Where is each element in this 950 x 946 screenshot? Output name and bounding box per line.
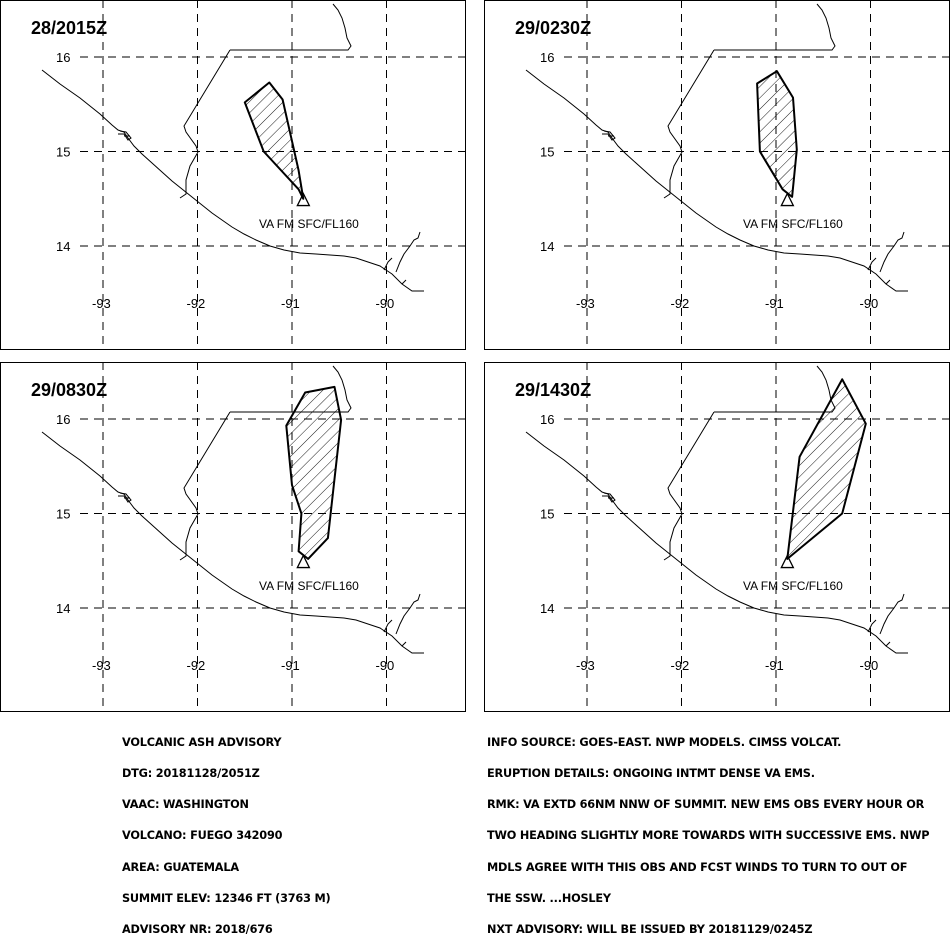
- lat-tick-label: 16: [540, 50, 554, 65]
- map-panel-1: 14 15 16 -93 -92 -91 -90 28/2015Z VA FM SFC/FL16…: [0, 0, 467, 350]
- panel-time-title: 29/1430Z: [515, 380, 591, 400]
- lon-tick-label: -91: [765, 658, 784, 673]
- lon-tick-label: -93: [576, 658, 595, 673]
- map-panel-3: 14 15 16 -93 -92 -91 -90 29/0830Z VA FM SFC/FL16…: [0, 362, 467, 712]
- lat-tick-label: 14: [56, 601, 70, 616]
- lat-tick-label: 15: [56, 145, 70, 160]
- lat-tick-label: 16: [56, 50, 70, 65]
- lat-tick-label: 15: [56, 507, 70, 522]
- info-line: VAAC: WASHINGTON: [122, 800, 331, 810]
- info-line: NXT ADVISORY: WILL BE ISSUED BY 20181129…: [487, 925, 929, 935]
- info-line: AREA: GUATEMALA: [122, 863, 331, 873]
- lat-tick-label: 14: [56, 239, 70, 254]
- lon-tick-label: -92: [671, 658, 690, 673]
- lon-tick-label: -93: [92, 296, 111, 311]
- va-level-label: VA FM SFC/FL160: [743, 217, 843, 231]
- info-line: TWO HEADING SLIGHTLY MORE TOWARDS WITH S…: [487, 831, 929, 841]
- lat-tick-label: 14: [540, 239, 554, 254]
- info-line: RMK: VA EXTD 66NM NNW OF SUMMIT. NEW EMS…: [487, 800, 929, 810]
- lat-tick-label: 14: [540, 601, 554, 616]
- lon-tick-label: -93: [92, 658, 111, 673]
- info-line: INFO SOURCE: GOES-EAST. NWP MODELS. CIMS…: [487, 738, 929, 748]
- panel-time-title: 28/2015Z: [31, 18, 107, 38]
- info-line: SUMMIT ELEV: 12346 FT (3763 M): [122, 894, 331, 904]
- info-line: VOLCANIC ASH ADVISORY: [122, 738, 331, 748]
- info-line: ADVISORY NR: 2018/676: [122, 925, 331, 935]
- info-line: DTG: 20181128/2051Z: [122, 769, 331, 779]
- lon-tick-label: -90: [376, 296, 395, 311]
- lat-tick-label: 15: [540, 507, 554, 522]
- panel-time-title: 29/0830Z: [31, 380, 107, 400]
- advisory-header-block: VOLCANIC ASH ADVISORY DTG: 20181128/2051…: [122, 717, 331, 946]
- map-content: 14 15 16 -93 -92 -91 -90 29/0830Z VA FM SFC/FL16…: [1, 362, 467, 712]
- map-panel-4: 14 15 16 -93 -92 -91 -90 29/1430Z VA FM SFC/FL16…: [484, 362, 950, 712]
- lat-tick-label: 15: [540, 145, 554, 160]
- lat-tick-label: 16: [540, 412, 554, 427]
- lon-tick-label: -92: [671, 296, 690, 311]
- lon-tick-label: -92: [187, 658, 206, 673]
- info-line: THE SSW. ...HOSLEY: [487, 894, 929, 904]
- va-level-label: VA FM SFC/FL160: [743, 579, 843, 593]
- lon-tick-label: -90: [860, 658, 879, 673]
- advisory-remarks-block: INFO SOURCE: GOES-EAST. NWP MODELS. CIMS…: [487, 717, 929, 946]
- map-content: 14 15 16 -93 -92 -91 -90 29/1430Z VA FM SFC/FL16…: [485, 362, 950, 712]
- info-line: VOLCANO: FUEGO 342090: [122, 831, 331, 841]
- lon-tick-label: -92: [187, 296, 206, 311]
- info-line: ERUPTION DETAILS: ONGOING INTMT DENSE VA…: [487, 769, 929, 779]
- map-content: 14 15 16 -93 -92 -91 -90 29/0230Z VA FM SFC/FL16…: [485, 0, 950, 350]
- lon-tick-label: -91: [765, 296, 784, 311]
- lon-tick-label: -93: [576, 296, 595, 311]
- map-content: 14 15 16 -93 -92 -91 -90 28/2015Z VA FM SFC/FL16…: [1, 0, 467, 350]
- lon-tick-label: -90: [376, 658, 395, 673]
- map-panel-2: 14 15 16 -93 -92 -91 -90 29/0230Z VA FM SFC/FL16…: [484, 0, 950, 350]
- lat-tick-label: 16: [56, 412, 70, 427]
- lon-tick-label: -91: [281, 658, 300, 673]
- va-level-label: VA FM SFC/FL160: [259, 217, 359, 231]
- panel-time-title: 29/0230Z: [515, 18, 591, 38]
- va-level-label: VA FM SFC/FL160: [259, 579, 359, 593]
- lon-tick-label: -91: [281, 296, 300, 311]
- lon-tick-label: -90: [860, 296, 879, 311]
- info-line: MDLS AGREE WITH THIS OBS AND FCST WINDS …: [487, 863, 929, 873]
